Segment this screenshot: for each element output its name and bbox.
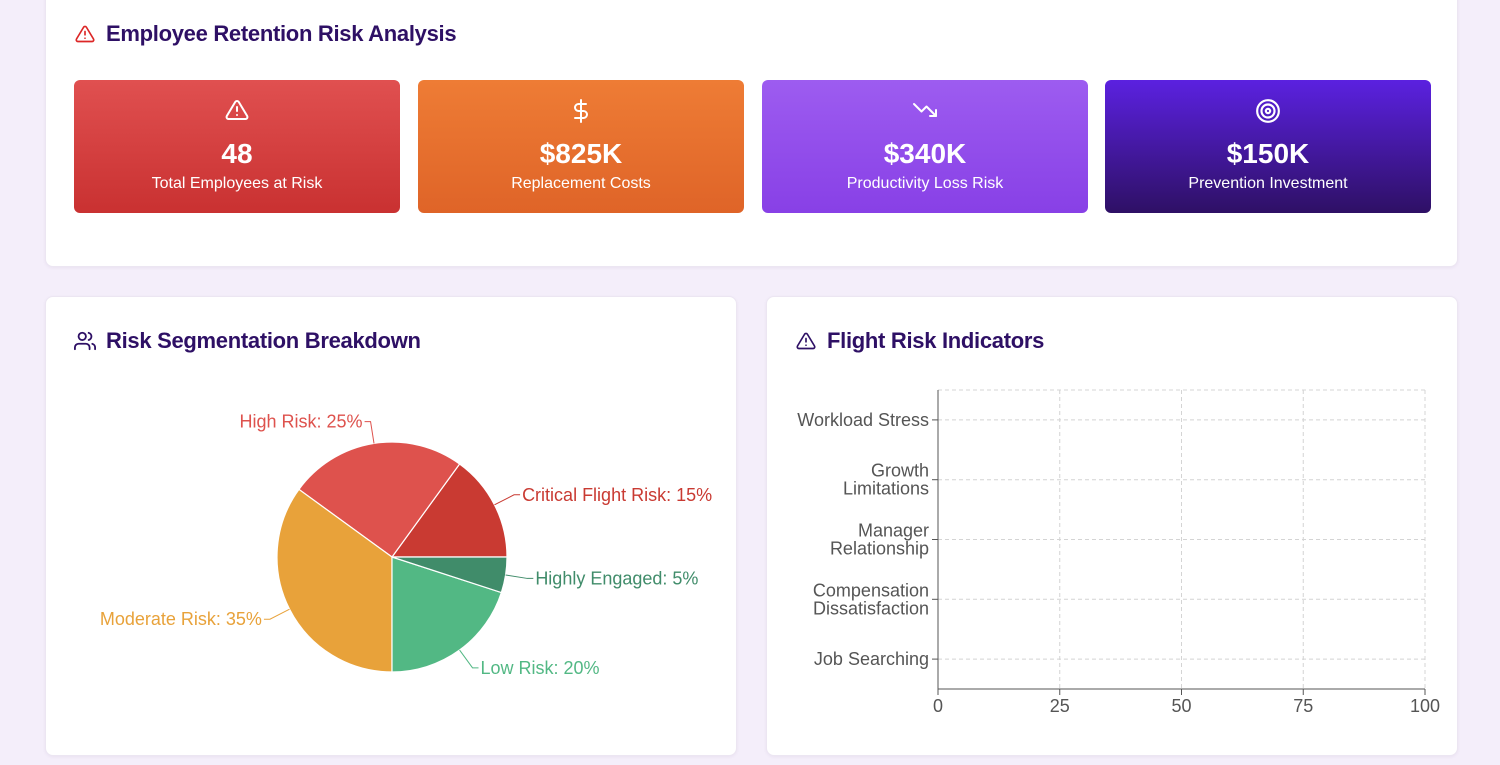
y-tick-label: Relationship: [830, 539, 929, 559]
metric-card-productivity-loss[interactable]: $340K Productivity Loss Risk: [762, 80, 1088, 213]
x-tick-label: 25: [1050, 696, 1070, 716]
risk-summary-panel: Employee Retention Risk Analysis 48 Tota…: [45, 0, 1458, 267]
pie-label-leader: [364, 421, 375, 444]
pie-slice[interactable]: [298, 441, 461, 558]
metric-cards: 48 Total Employees at Risk $825K Replace…: [74, 80, 1431, 213]
y-tick-label: Manager: [858, 521, 929, 541]
pie-slice[interactable]: [391, 556, 508, 594]
y-tick-label: Workload Stress: [797, 410, 929, 430]
y-tick-label: Limitations: [843, 479, 929, 499]
metric-label: Productivity Loss Risk: [846, 175, 1004, 192]
pie-slice-label: Low Risk: 20%: [481, 658, 600, 678]
metric-value: 48: [221, 138, 253, 169]
page-title: Employee Retention Risk Analysis: [74, 21, 457, 47]
metric-card-replacement-costs[interactable]: $825K Replacement Costs: [418, 80, 744, 213]
metric-card-employees-at-risk[interactable]: 48 Total Employees at Risk: [74, 80, 400, 213]
panel-title: Flight Risk Indicators: [795, 328, 1044, 354]
y-tick-label: Job Searching: [814, 649, 929, 669]
trending-down-icon: [913, 103, 937, 117]
metric-value: $150K: [1226, 138, 1310, 169]
x-tick-label: 100: [1410, 696, 1440, 716]
metric-value: $825K: [539, 138, 623, 169]
x-tick-label: 0: [933, 696, 943, 716]
pie-slice-label: Highly Engaged: 5%: [535, 568, 698, 588]
metric-value: $340K: [883, 138, 967, 169]
dollar-sign-icon: [574, 99, 588, 123]
metric-label: Prevention Investment: [1188, 175, 1348, 192]
pie-label-leader: [459, 649, 479, 669]
metric-label: Total Employees at Risk: [151, 175, 323, 192]
y-tick-label: Dissatisfaction: [813, 598, 929, 618]
panel-title: Risk Segmentation Breakdown: [74, 328, 421, 354]
alert-triangle-icon: [796, 332, 816, 350]
pie-label-leader: [494, 494, 521, 506]
risk-segmentation-panel: Risk Segmentation Breakdown Critical Fli…: [45, 296, 737, 756]
x-tick-label: 75: [1293, 696, 1313, 716]
pie-slice-label: High Risk: 25%: [240, 412, 363, 432]
alert-triangle-icon: [225, 99, 249, 120]
pie-slice[interactable]: [276, 488, 393, 673]
pie-slice-label: Critical Flight Risk: 15%: [522, 485, 712, 505]
metric-label: Replacement Costs: [511, 175, 651, 192]
users-icon: [74, 331, 96, 351]
x-tick-label: 50: [1171, 696, 1191, 716]
panel-title-text: Flight Risk Indicators: [827, 328, 1045, 353]
pie-slice[interactable]: [390, 463, 508, 558]
target-icon: [1256, 99, 1280, 123]
pie-label-leader: [263, 608, 290, 620]
pie-label-leader: [505, 574, 534, 579]
metric-card-prevention-investment[interactable]: $150K Prevention Investment: [1105, 80, 1431, 213]
alert-triangle-icon: [75, 25, 95, 43]
page-title-text: Employee Retention Risk Analysis: [106, 21, 457, 46]
y-tick-label: Growth: [871, 461, 929, 481]
y-tick-label: Compensation: [813, 580, 929, 600]
panel-title-text: Risk Segmentation Breakdown: [106, 328, 421, 353]
risk-pie-chart: Critical Flight Risk: 15% High Risk: 25% M…: [100, 412, 712, 678]
pie-slice-label: Moderate Risk: 35%: [100, 609, 262, 629]
flight-risk-panel: Flight Risk Indicators Workload Stress Gr…: [766, 296, 1458, 756]
pie-slice[interactable]: [391, 556, 503, 673]
